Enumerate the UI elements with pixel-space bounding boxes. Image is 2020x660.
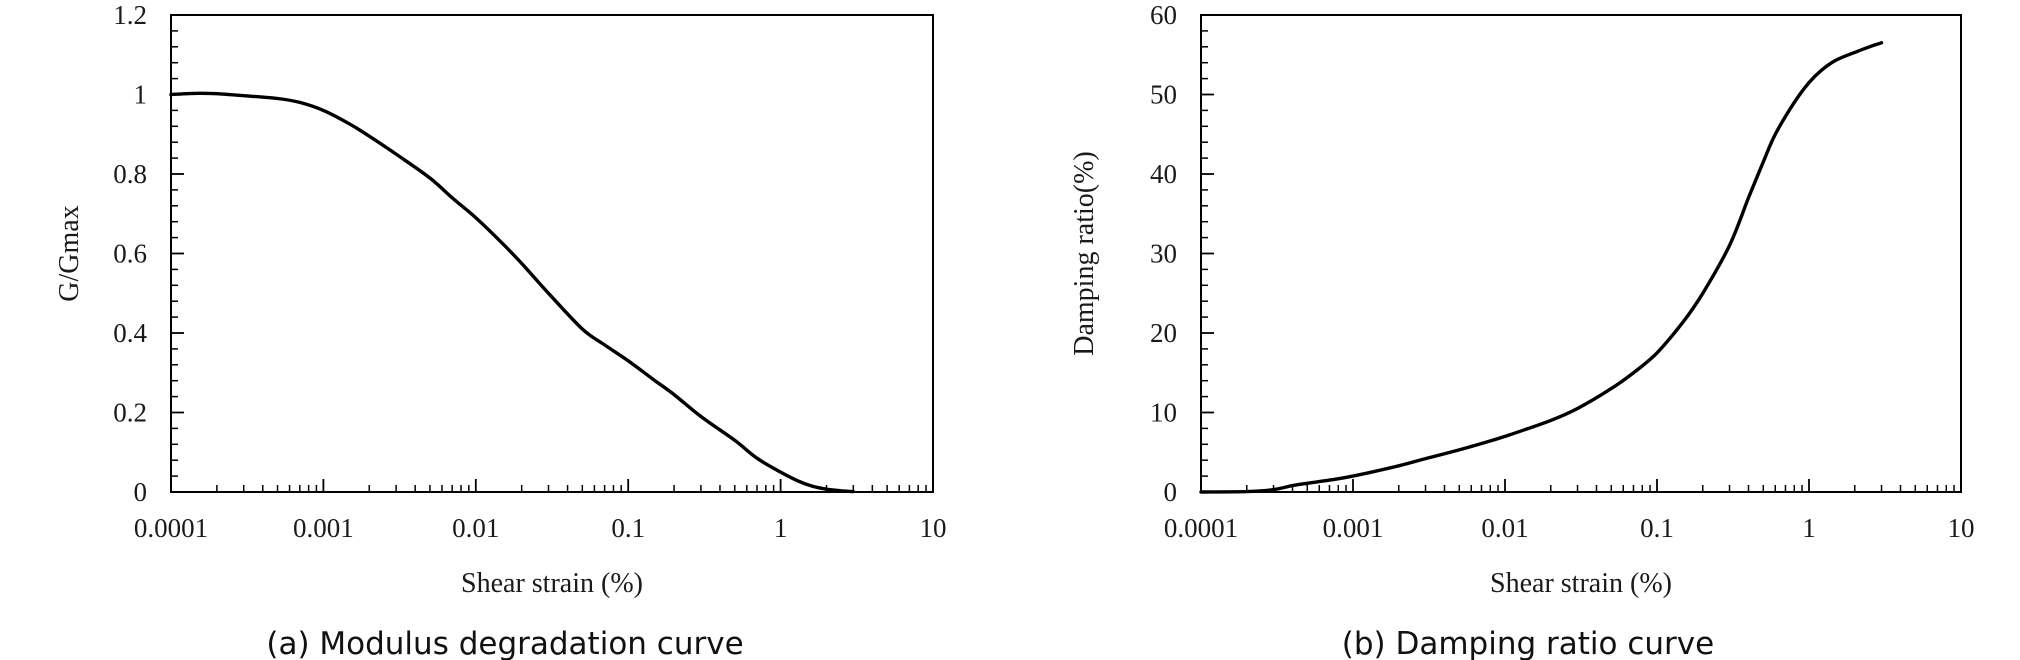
x-tick-label: 0.01	[1481, 513, 1528, 543]
plot-area-frame	[1200, 14, 1962, 493]
x-tick-label: 0.001	[1323, 513, 1384, 543]
x-tick-label: 0.1	[611, 513, 645, 543]
y-tick-label: 60	[1150, 0, 1177, 30]
y-tick-label: 0.6	[113, 239, 147, 269]
modulus-degradation-chart: 0.0001 0.001 0.01 0.1 1 10 0 0.2 0.4 0.6 0.8 1 1.2 Sh…	[54, 0, 947, 660]
x-tick-label: 0.001	[293, 513, 354, 543]
x-axis-title: Shear strain (%)	[461, 568, 643, 599]
y-tick-label: 0	[1164, 477, 1178, 507]
y-tick-label: 10	[1150, 398, 1177, 428]
plot-area-frame	[170, 14, 934, 493]
x-tick-label: 0.01	[452, 513, 499, 543]
y-tick-label: 30	[1150, 239, 1177, 269]
chart-caption: (b) Damping ratio curve	[1342, 626, 1714, 660]
y-tick-label: 0	[134, 477, 148, 507]
y-axis-title: Damping ratio(%)	[1069, 151, 1100, 356]
chart-caption: (a) Modulus degradation curve	[266, 626, 743, 660]
y-tick-label: 1.2	[113, 0, 147, 30]
y-tick-label: 1	[134, 80, 148, 110]
x-tick-label: 10	[1948, 513, 1975, 543]
x-tick-label: 1	[1802, 513, 1816, 543]
damping-ratio-chart: 0.0001 0.001 0.01 0.1 1 10 0 10 20 30 40 50 60 Shear …	[1069, 0, 1975, 660]
y-tick-label: 0.8	[113, 159, 147, 189]
damping-curve-line	[1199, 41, 1884, 494]
y-tick-label: 50	[1150, 80, 1177, 110]
y-axis-title: G/Gmax	[54, 205, 85, 301]
x-tick-label: 0.1	[1640, 513, 1674, 543]
x-tick-label: 0.0001	[1164, 513, 1238, 543]
y-tick-label: 20	[1150, 318, 1177, 348]
y-tick-label: 0.4	[113, 318, 147, 348]
x-tick-label: 0.0001	[134, 513, 208, 543]
x-axis-title: Shear strain (%)	[1490, 568, 1672, 599]
y-tick-label: 0.2	[113, 398, 147, 428]
x-tick-label: 10	[920, 513, 947, 543]
modulus-curve-line	[169, 91, 855, 494]
x-tick-label: 1	[774, 513, 788, 543]
y-tick-label: 40	[1150, 159, 1177, 189]
